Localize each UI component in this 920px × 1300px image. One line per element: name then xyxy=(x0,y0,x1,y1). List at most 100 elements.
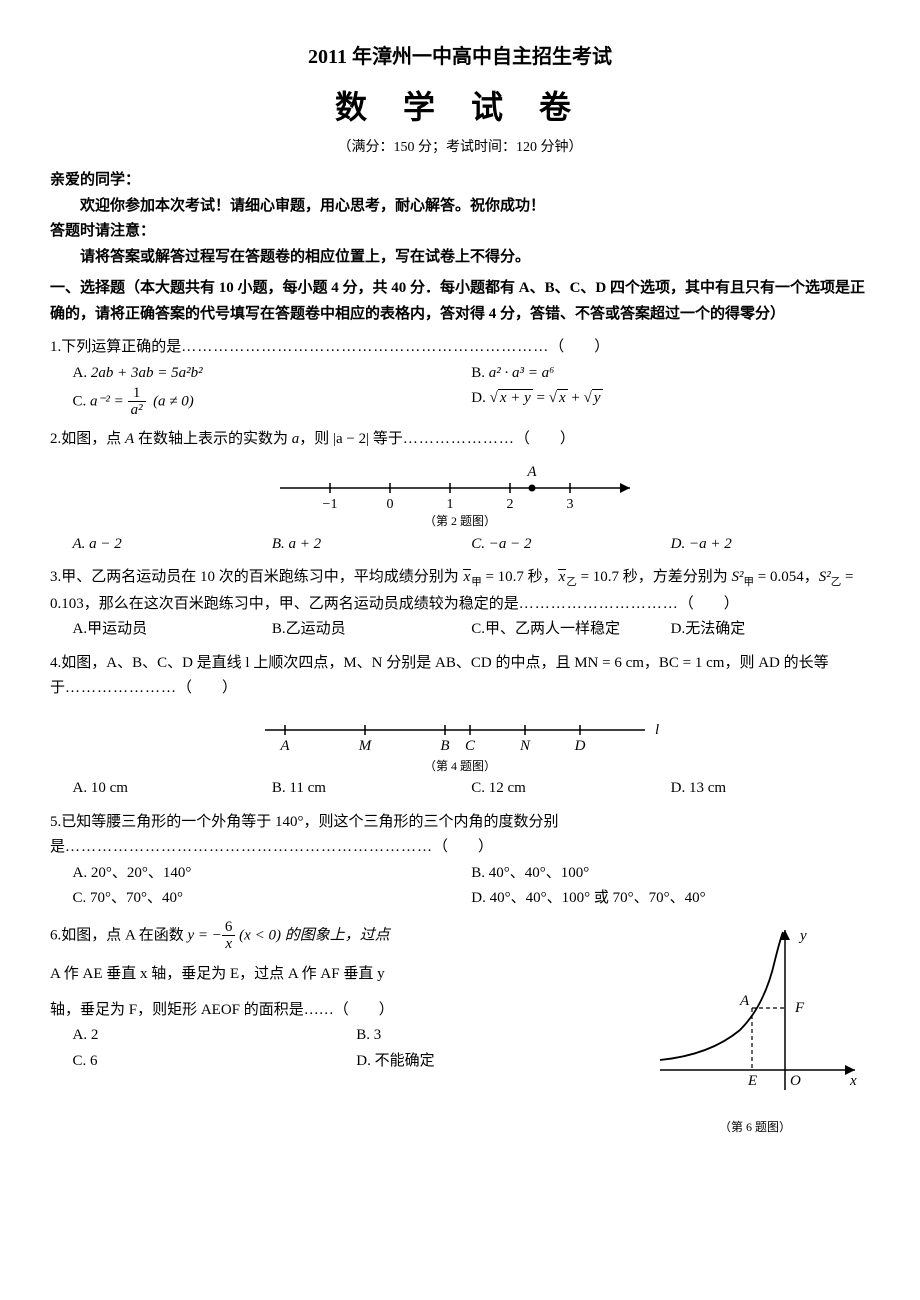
pt-label: A xyxy=(279,738,290,754)
q3-mean1-val: = 10.7 秒， xyxy=(482,569,558,585)
pt-F-label: F xyxy=(794,1000,805,1016)
q1-a-expr: 2ab + 3ab = 5a²b² xyxy=(91,365,203,381)
sub: 甲 xyxy=(744,577,755,588)
question-2: 2.如图，点 A 在数轴上表示的实数为 a，则 |a − 2| 等于………………… xyxy=(50,427,870,557)
pt-label: D xyxy=(574,738,586,754)
question-5: 5.已知等腰三角形的一个外角等于 140°，则这个三角形的三个内角的度数分别是…… xyxy=(50,810,870,912)
dot-leader: ………………… xyxy=(65,680,177,696)
question-4: 4.如图，A、B、C、D 是直线 l 上顺次四点，M、N 分别是 AB、CD 的… xyxy=(50,651,870,802)
blank-paren: （ ） xyxy=(549,339,609,355)
q3-opt-b: B.乙运动员 xyxy=(272,617,471,643)
pt-E-label: E xyxy=(747,1073,757,1089)
section-1-head: 一、选择题（本大题共有 10 小题，每小题 4 分，共 40 分．每小题都有 A… xyxy=(50,276,870,327)
greeting-body: 欢迎你参加本次考试！请细心审题，用心思考，耐心解答。祝你成功！ xyxy=(50,194,870,220)
origin-label: O xyxy=(790,1073,801,1089)
q4-opt-b: B. 11 cm xyxy=(272,776,471,802)
exam-header-line2: 数 学 试 卷 xyxy=(50,80,870,134)
q4-line-figure: l A M B C N D xyxy=(245,708,675,758)
frac-den: x xyxy=(222,936,236,953)
q2-stem-b: 在数轴上表示的实数为 xyxy=(134,431,292,447)
pt-label: M xyxy=(358,738,373,754)
blank-paren: （ ） xyxy=(679,596,739,612)
q2-stem-a: 2.如图，点 xyxy=(50,431,125,447)
var-sym: S² xyxy=(732,569,744,585)
pt-A-label: A xyxy=(739,993,750,1009)
frac-num: 6 xyxy=(222,920,236,936)
notice-label: 答题时请注意： xyxy=(50,219,870,245)
q3-opt-d: D.无法确定 xyxy=(671,617,870,643)
q4-figcap: （第 4 题图） xyxy=(50,756,870,776)
q2-opt-b: B. a + 2 xyxy=(272,532,471,558)
q6-opt-d: D. 不能确定 xyxy=(356,1049,640,1075)
tick-label: 1 xyxy=(447,497,454,512)
q2-point-label: A xyxy=(526,464,537,480)
q2-opt-c: C. −a − 2 xyxy=(471,532,670,558)
dot-leader: ………………… xyxy=(403,431,515,447)
q1-d-plus: + xyxy=(568,390,584,406)
tick-label: 0 xyxy=(387,497,394,512)
blank-paren: （ ） xyxy=(433,839,493,855)
q5-opt-d: D. 40°、40°、100° 或 70°、70°、40° xyxy=(471,886,870,912)
q3-var1-val: = 0.054， xyxy=(754,569,819,585)
xbar: x xyxy=(463,569,472,585)
dot-leader: ………………………… xyxy=(519,596,679,612)
q1-d-rad2: x xyxy=(557,389,568,406)
q6-stem-a: 6.如图，点 A 在函数 xyxy=(50,928,188,944)
pt-label: B xyxy=(440,738,449,754)
q2-stem-c: ，则 |a − 2| 等于 xyxy=(299,431,403,447)
q6-figcap: （第 6 题图） xyxy=(640,1117,870,1137)
axis-x-label: x xyxy=(849,1073,857,1089)
q1-b-expr: a² · a³ = a⁶ xyxy=(489,365,555,381)
q4-opt-d: D. 13 cm xyxy=(671,776,870,802)
blank-paren: （ ） xyxy=(515,431,575,447)
q6-graph-figure: y x A F E O xyxy=(640,920,870,1110)
q3-mean2-val: = 10.7 秒，方差分别为 xyxy=(577,569,732,585)
q6-line2: A 作 AE 垂直 x 轴，垂足为 E，过点 A 作 AF 垂直 y xyxy=(50,962,640,988)
tick-label: 3 xyxy=(567,497,574,512)
q1-d-eq: = xyxy=(533,390,549,406)
q1-d-rad3: y xyxy=(592,389,603,406)
line-l-label: l xyxy=(655,722,659,738)
q5-opt-b: B. 40°、40°、100° xyxy=(471,861,870,887)
question-3: 3.甲、乙两名运动员在 10 次的百米跑练习中，平均成绩分别为 x甲 = 10.… xyxy=(50,565,870,643)
q1-opt-d: D. x + y = x + y xyxy=(471,386,870,419)
axis-y-label: y xyxy=(798,928,807,944)
q1-d-pre: D. xyxy=(471,390,486,406)
q6-opt-c: C. 6 xyxy=(73,1049,357,1075)
q1-d-rad1: x + y xyxy=(498,389,533,406)
q4-opt-a: A. 10 cm xyxy=(73,776,272,802)
q1-c-lhs: a⁻² = xyxy=(90,394,124,410)
pt-label: N xyxy=(519,738,531,754)
question-6: 6.如图，点 A 在函数 y = −6x (x < 0) 的图象上，过点 A 作… xyxy=(50,920,870,1138)
blank-paren: （ ） xyxy=(177,680,237,696)
q3-stem-a: 3.甲、乙两名运动员在 10 次的百米跑练习中，平均成绩分别为 xyxy=(50,569,463,585)
q1-opt-a: A. 2ab + 3ab = 5a²b² xyxy=(73,361,472,387)
q2-opt-d: D. −a + 2 xyxy=(671,532,870,558)
q6-figure-block: y x A F E O （第 6 题图） xyxy=(640,920,870,1138)
dot-leader: …………………………………………………………… xyxy=(181,339,549,355)
q6-line3: 轴，垂足为 F，则矩形 AEOF 的面积是……（ ） xyxy=(50,998,640,1024)
q3-opt-a: A.甲运动员 xyxy=(73,617,272,643)
sub: 甲 xyxy=(471,577,482,588)
q1-opt-b: B. a² · a³ = a⁶ xyxy=(471,361,870,387)
dot-leader: …………………………………………………………… xyxy=(65,839,433,855)
q5-opt-a: A. 20°、20°、140° xyxy=(73,861,472,887)
q1-opt-c: C. a⁻² = 1a² (a ≠ 0) xyxy=(73,386,472,419)
tick-label: −1 xyxy=(323,497,338,512)
q3-opt-c: C.甲、乙两人一样稳定 xyxy=(471,617,670,643)
greeting-label: 亲爱的同学： xyxy=(50,168,870,194)
q2-opt-a: A. a − 2 xyxy=(73,532,272,558)
question-1: 1.下列运算正确的是……………………………………………………………（ ） A. … xyxy=(50,335,870,419)
q2-figcap: （第 2 题图） xyxy=(50,511,870,531)
sub: 乙 xyxy=(831,577,842,588)
exam-subhead: （满分：150 分；考试时间：120 分钟） xyxy=(50,136,870,160)
sub: 乙 xyxy=(566,577,577,588)
q5-opt-c: C. 70°、70°、40° xyxy=(73,886,472,912)
q6-yexpr: y = − xyxy=(188,928,222,944)
tick-label: 2 xyxy=(507,497,514,512)
q1-stem: 1.下列运算正确的是 xyxy=(50,339,181,355)
q6-opt-a: A. 2 xyxy=(73,1023,357,1049)
q1-c-note: (a ≠ 0) xyxy=(153,394,194,410)
q2-numberline-figure: A −1 0 1 2 3 xyxy=(270,458,650,513)
q6-opt-b: B. 3 xyxy=(356,1023,640,1049)
